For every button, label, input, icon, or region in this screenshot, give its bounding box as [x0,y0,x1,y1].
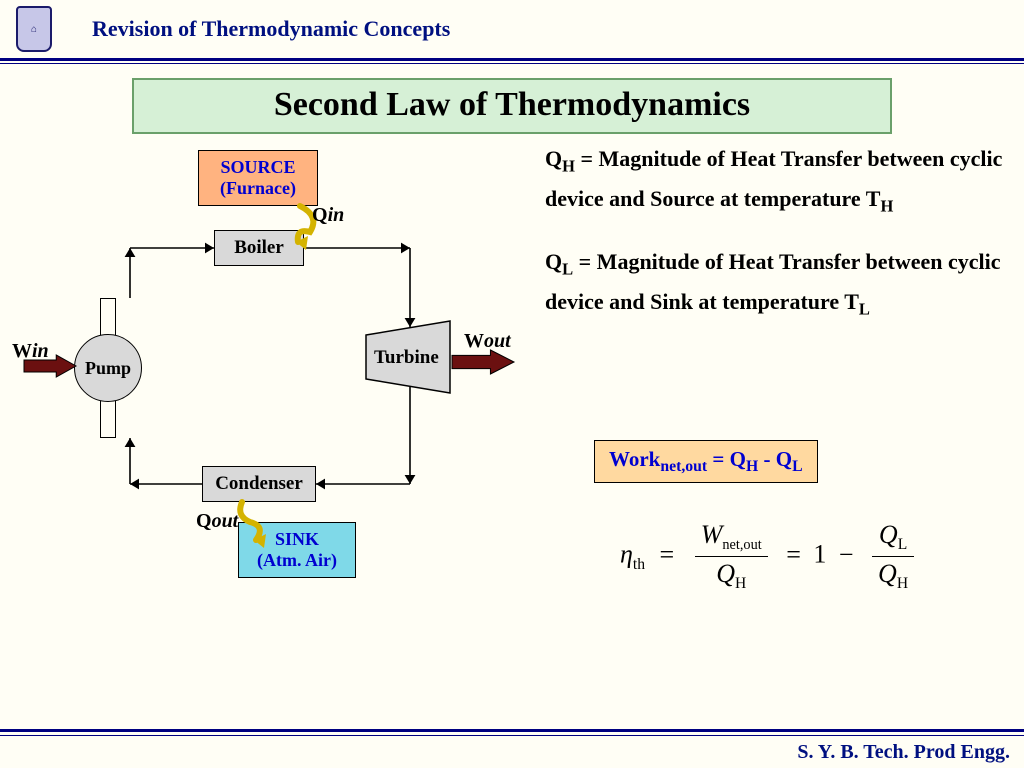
source-line2: (Furnace) [220,178,296,199]
definitions-block: QH = Magnitude of Heat Transfer between … [545,140,1005,324]
divider [0,63,1024,64]
pump-circle: Pump [74,334,142,402]
page-title: Second Law of Thermodynamics [132,78,892,134]
footer-text: S. Y. B. Tech. Prod Engg. [797,741,1010,764]
turbine-label: Turbine [374,347,439,369]
pump-label: Pump [85,358,131,379]
source-box: SOURCE (Furnace) [198,150,318,206]
diagram-stage: SOURCE (Furnace) Boiler Condenser SINK (… [0,130,1024,720]
qin-label: Qin [312,204,344,227]
institution-logo: ⌂ [16,6,52,52]
work-formula-box: Worknet,out = QH - QL [594,440,818,483]
ql-definition: QL = Magnitude of Heat Transfer between … [545,243,1005,324]
qout-label: Qout [196,510,238,533]
boiler-label: Boiler [234,237,284,259]
divider [0,58,1024,61]
header-subject: Revision of Thermodynamic Concepts [92,16,450,42]
qh-definition: QH = Magnitude of Heat Transfer between … [545,140,1005,221]
source-line1: SOURCE [220,157,296,178]
divider [0,735,1024,736]
win-label: Win [12,340,49,363]
sink-line2: (Atm. Air) [257,550,337,571]
wout-label: Wout [464,330,511,353]
divider [0,729,1024,732]
sink-line1: SINK [257,529,337,550]
condenser-label: Condenser [215,473,303,495]
boiler-box: Boiler [214,230,304,266]
efficiency-equation: ηth = Wnet,out QH = 1 − QL QH [620,520,920,593]
pump-port-bot [100,398,116,438]
pump-port-top [100,298,116,338]
sink-box: SINK (Atm. Air) [238,522,356,578]
condenser-box: Condenser [202,466,316,502]
